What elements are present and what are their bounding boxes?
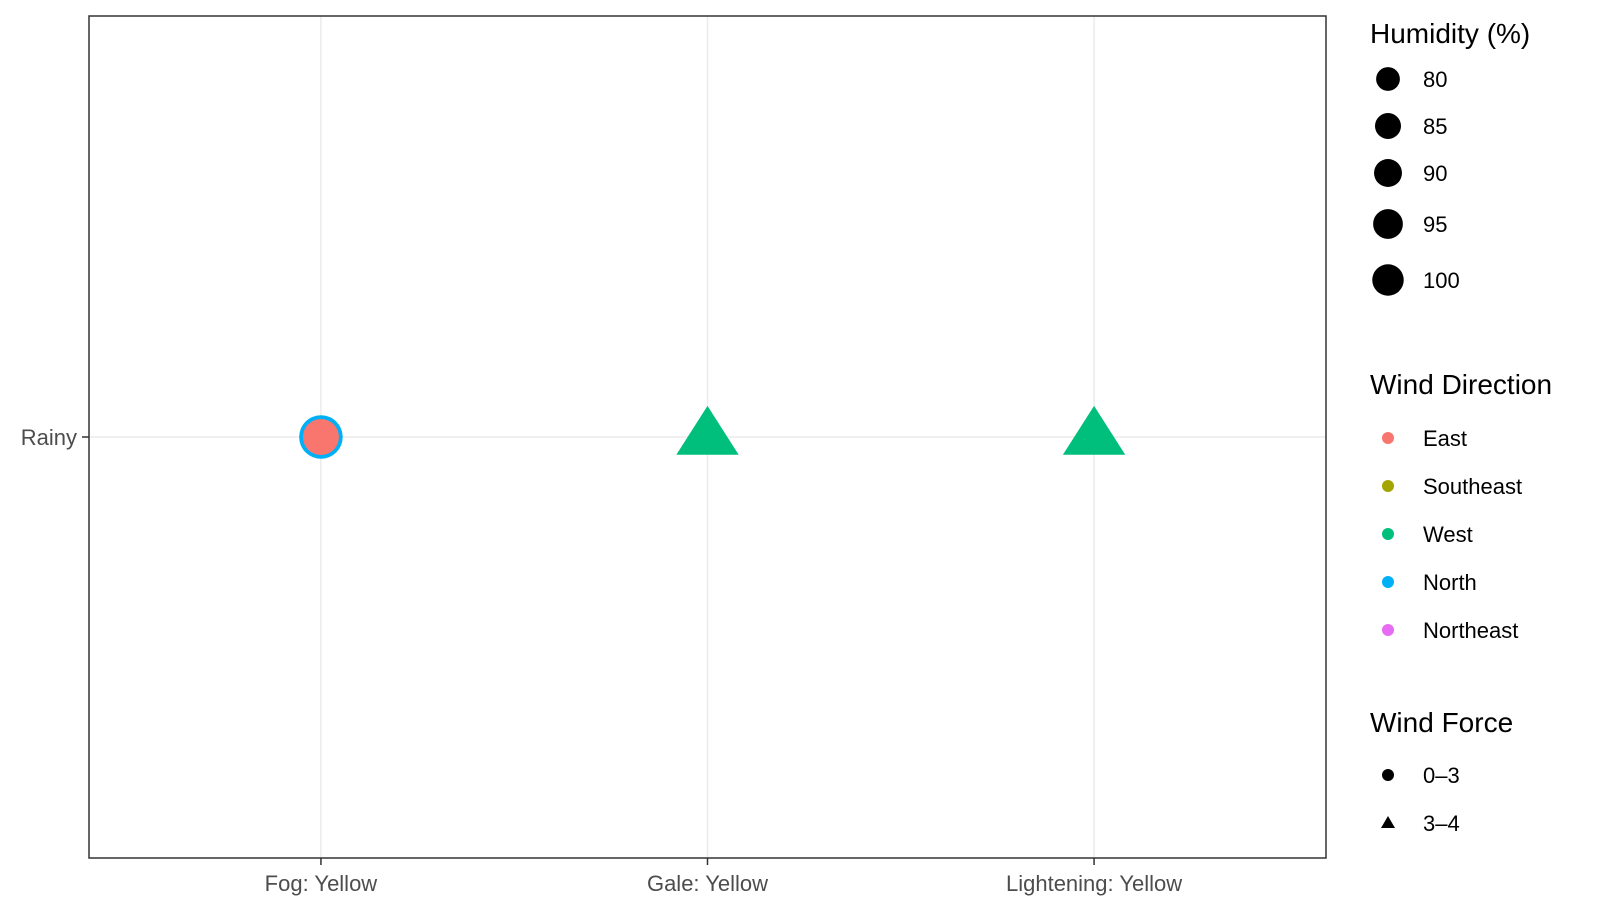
- legend-size-label-100: 100: [1423, 268, 1460, 293]
- legend-size-label-90: 90: [1423, 161, 1447, 186]
- point-gale-yellow-west: [676, 405, 739, 455]
- legend-title-humidity: Humidity (%): [1370, 18, 1530, 49]
- x-tick-label-lightening-yellow: Lightening: Yellow: [1006, 871, 1182, 896]
- legend-shape-label-3-4: 3–4: [1423, 811, 1460, 836]
- legend: Humidity (%) 80 85 90 95 100 Wind Direction Eas…: [1370, 18, 1552, 836]
- point-fog-yellow-east: [302, 419, 339, 455]
- legend-size-key-100: [1372, 264, 1404, 296]
- legend-color-label-north: North: [1423, 570, 1477, 595]
- legend-color-key-east: [1382, 432, 1394, 444]
- legend-color-label-southeast: Southeast: [1423, 474, 1522, 499]
- legend-size-key-80: [1376, 67, 1400, 91]
- legend-title-wind-force: Wind Force: [1370, 707, 1513, 738]
- point-lightening-yellow-west: [1062, 405, 1126, 455]
- legend-color-key-west: [1382, 528, 1394, 540]
- legend-size-label-95: 95: [1423, 212, 1447, 237]
- y-axis: Rainy: [21, 425, 89, 450]
- legend-color-label-northeast: Northeast: [1423, 618, 1518, 643]
- x-tick-label-fog-yellow: Fog: Yellow: [265, 871, 378, 896]
- legend-shape-label-0-3: 0–3: [1423, 763, 1460, 788]
- x-tick-label-gale-yellow: Gale: Yellow: [647, 871, 768, 896]
- legend-shape-key-0-3: [1382, 769, 1394, 781]
- legend-color-key-southeast: [1382, 480, 1394, 492]
- legend-color-label-west: West: [1423, 522, 1473, 547]
- legend-size-label-80: 80: [1423, 67, 1447, 92]
- y-tick-label-rainy: Rainy: [21, 425, 77, 450]
- legend-color-key-northeast: [1382, 624, 1394, 636]
- legend-shape-key-3-4: [1381, 816, 1395, 828]
- x-axis: Fog: Yellow Gale: Yellow Lightening: Yello…: [265, 858, 1182, 896]
- legend-color-label-east: East: [1423, 426, 1467, 451]
- legend-color-key-north: [1382, 576, 1394, 588]
- legend-size-key-90: [1374, 159, 1402, 187]
- data-points: [299, 405, 1126, 459]
- legend-size-key-95: [1373, 209, 1403, 239]
- legend-title-wind-direction: Wind Direction: [1370, 369, 1552, 400]
- legend-size-key-85: [1375, 113, 1401, 139]
- legend-size-label-85: 85: [1423, 114, 1447, 139]
